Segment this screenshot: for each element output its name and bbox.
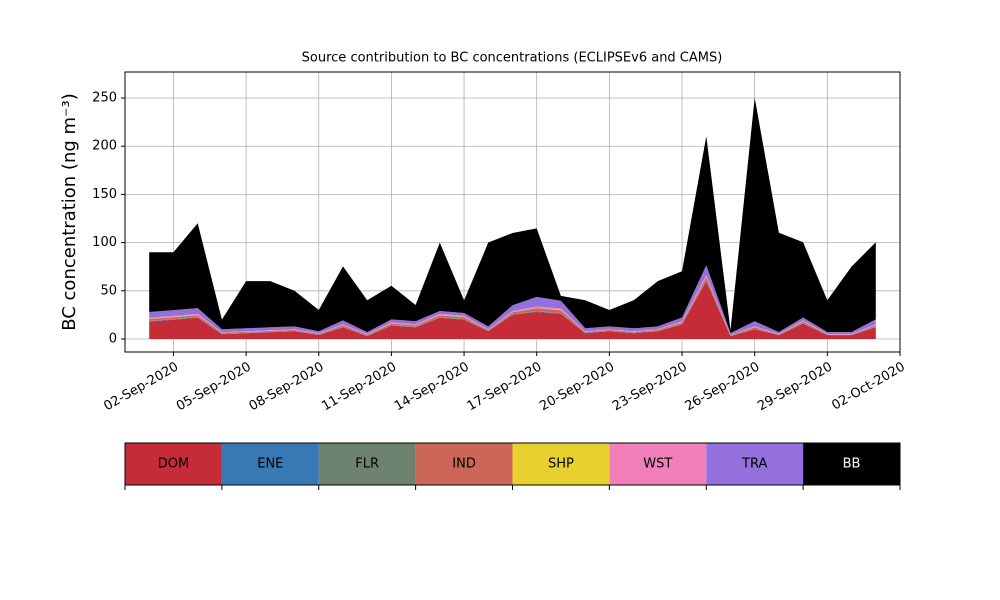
y-tick-label: 50: [100, 283, 117, 298]
legend-swatch: [803, 443, 900, 485]
x-tick-label: 23-Sep-2020: [610, 360, 690, 415]
y-axis-label: BC concentration (ng m⁻³): [59, 93, 80, 331]
chart-title: Source contribution to BC concentrations…: [302, 51, 723, 66]
legend-label: BB: [843, 457, 861, 472]
legend-label: WST: [643, 457, 672, 472]
x-tick-label: 05-Sep-2020: [174, 360, 254, 415]
y-tick-label: 150: [92, 187, 117, 202]
legend-label: SHP: [548, 457, 574, 472]
x-tick-label: 29-Sep-2020: [755, 360, 835, 415]
area: [149, 97, 876, 333]
legend-swatch: [512, 443, 610, 485]
legend-swatch: [221, 443, 319, 485]
x-tick-label: 02-Sep-2020: [101, 360, 181, 415]
legend-label: DOM: [158, 457, 189, 472]
legend-swatch: [609, 443, 707, 485]
plot-frame: [124, 71, 901, 353]
x-tick-label: 14-Sep-2020: [392, 360, 472, 415]
x-tick-label: 11-Sep-2020: [319, 360, 399, 415]
area: [149, 281, 876, 339]
legend-swatch: [125, 443, 222, 485]
x-tick-label: 02-Oct-2020: [829, 360, 907, 414]
y-tick-label: 200: [92, 139, 117, 154]
legend-swatch: [415, 443, 513, 485]
y-tick-label: 250: [92, 91, 117, 106]
legend-label: TRA: [741, 457, 767, 472]
y-tick-label: 0: [109, 331, 117, 346]
x-tick-label: 26-Sep-2020: [683, 360, 763, 415]
x-tick-label: 08-Sep-2020: [247, 360, 327, 415]
legend-swatch: [706, 443, 804, 485]
legend-swatch: [318, 443, 416, 485]
x-tick-label: 17-Sep-2020: [465, 360, 545, 415]
legend-label: ENE: [257, 457, 283, 472]
y-tick-label: 100: [92, 235, 117, 250]
x-tick-label: 20-Sep-2020: [537, 360, 617, 415]
legend-label: IND: [452, 457, 476, 472]
legend-label: FLR: [355, 457, 379, 472]
legend-frame: [124, 442, 901, 486]
